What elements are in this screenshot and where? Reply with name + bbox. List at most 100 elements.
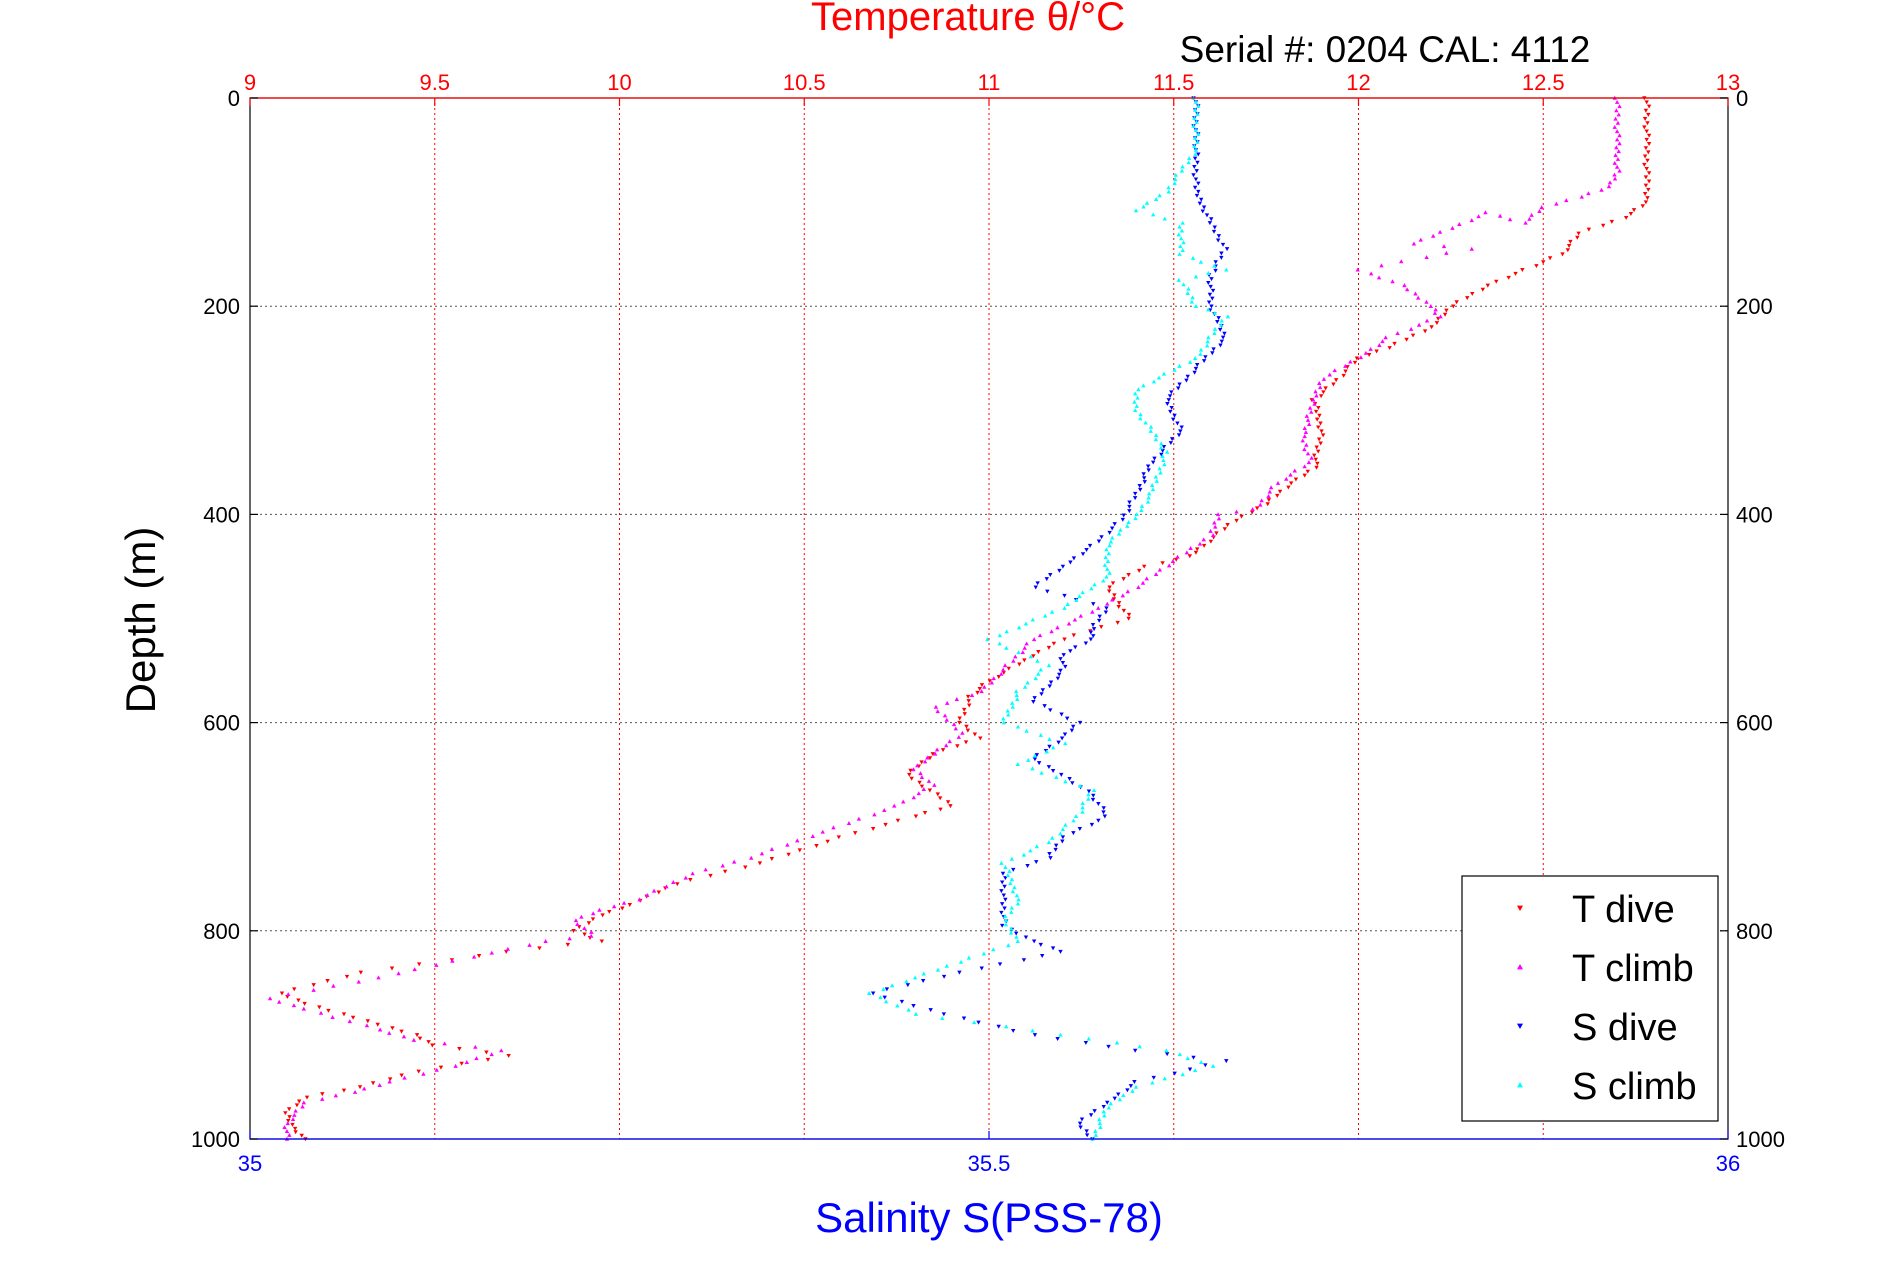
data-point bbox=[969, 693, 975, 698]
data-point bbox=[1001, 720, 1006, 725]
data-point bbox=[703, 867, 708, 872]
data-point bbox=[1617, 133, 1622, 138]
data-point bbox=[1047, 684, 1052, 689]
data-point bbox=[1204, 343, 1210, 348]
data-point bbox=[1355, 267, 1360, 272]
data-point bbox=[1078, 613, 1084, 618]
data-point bbox=[1063, 779, 1068, 784]
data-point bbox=[489, 950, 494, 955]
data-point bbox=[1133, 1048, 1138, 1053]
data-point bbox=[1107, 530, 1112, 535]
data-point bbox=[504, 949, 509, 954]
data-point bbox=[786, 852, 791, 857]
data-point bbox=[426, 1040, 431, 1045]
data-point bbox=[1203, 355, 1208, 360]
data-point bbox=[1408, 326, 1414, 331]
data-point bbox=[1316, 437, 1322, 442]
data-point bbox=[1121, 577, 1126, 582]
data-point bbox=[1305, 417, 1311, 422]
data-point bbox=[999, 923, 1005, 928]
data-point bbox=[333, 1093, 339, 1098]
data-point bbox=[645, 893, 650, 897]
data-point bbox=[589, 929, 594, 934]
data-point bbox=[1320, 433, 1326, 438]
data-point bbox=[620, 906, 625, 911]
data-point bbox=[1046, 765, 1052, 770]
data-point bbox=[1077, 827, 1083, 831]
data-point bbox=[1073, 814, 1079, 819]
data-point bbox=[499, 1048, 504, 1053]
data-point bbox=[293, 1108, 298, 1113]
data-point bbox=[1537, 209, 1542, 213]
data-point bbox=[997, 641, 1002, 646]
data-point bbox=[1103, 610, 1109, 615]
data-point bbox=[590, 917, 596, 922]
data-point bbox=[1002, 906, 1007, 911]
legend-box bbox=[1461, 875, 1719, 1122]
data-point bbox=[1172, 181, 1177, 186]
data-point bbox=[1418, 237, 1423, 242]
data-point bbox=[1127, 500, 1132, 505]
data-point bbox=[1103, 555, 1108, 560]
data-point bbox=[1125, 523, 1130, 528]
legend-items: T dive T climb S dive S climb bbox=[1517, 889, 1697, 1108]
data-point bbox=[1057, 672, 1062, 677]
data-point bbox=[1201, 537, 1206, 542]
data-point bbox=[1187, 554, 1193, 559]
data-point bbox=[365, 1019, 371, 1024]
data-point bbox=[942, 713, 948, 718]
data-point bbox=[1057, 568, 1062, 573]
data-point bbox=[1644, 137, 1649, 142]
data-point bbox=[1483, 210, 1488, 215]
data-point bbox=[1133, 516, 1138, 521]
data-point bbox=[1031, 637, 1037, 642]
data-point bbox=[1014, 893, 1020, 898]
data-point bbox=[941, 974, 947, 979]
data-point bbox=[582, 932, 587, 937]
y-tick-label-right: 200 bbox=[1736, 294, 1773, 319]
data-point bbox=[708, 873, 713, 878]
data-point bbox=[1030, 1028, 1035, 1033]
data-point bbox=[1586, 227, 1592, 232]
data-point bbox=[1110, 597, 1115, 602]
chart-subtitle: Serial #: 0204 CAL: 4112 bbox=[1180, 29, 1591, 70]
data-point bbox=[1108, 539, 1114, 544]
data-point bbox=[722, 869, 728, 874]
data-point bbox=[1207, 221, 1213, 226]
data-point bbox=[1096, 802, 1101, 806]
data-point bbox=[1010, 704, 1015, 709]
data-point bbox=[291, 1003, 297, 1008]
data-point bbox=[1009, 926, 1014, 931]
data-point bbox=[1614, 99, 1620, 104]
data-point bbox=[1032, 753, 1037, 758]
data-point bbox=[1222, 331, 1227, 336]
data-point bbox=[852, 831, 858, 836]
data-point bbox=[290, 1117, 296, 1121]
data-point bbox=[1038, 667, 1043, 672]
data-point bbox=[1164, 449, 1170, 454]
data-point bbox=[675, 882, 680, 887]
data-point bbox=[326, 1008, 331, 1013]
data-point bbox=[1055, 1037, 1060, 1042]
data-point bbox=[611, 904, 617, 909]
data-point bbox=[1150, 487, 1156, 492]
data-point bbox=[1160, 448, 1165, 453]
data-point bbox=[979, 966, 984, 971]
data-point bbox=[1050, 835, 1055, 840]
data-point bbox=[1032, 757, 1038, 762]
data-point bbox=[1077, 594, 1082, 599]
data-point bbox=[1130, 1088, 1135, 1093]
data-point bbox=[1038, 942, 1043, 947]
data-point bbox=[987, 679, 992, 684]
data-point bbox=[1165, 402, 1170, 406]
data-point bbox=[377, 1027, 383, 1032]
data-point bbox=[1003, 922, 1009, 927]
data-point bbox=[582, 925, 587, 930]
data-point bbox=[1059, 736, 1065, 741]
legend-marker bbox=[1517, 1023, 1523, 1029]
data-point bbox=[1177, 382, 1182, 387]
x-top-tick-label: 12 bbox=[1346, 70, 1370, 95]
data-point bbox=[1177, 224, 1182, 229]
data-point bbox=[979, 683, 985, 688]
data-point bbox=[1166, 563, 1172, 568]
